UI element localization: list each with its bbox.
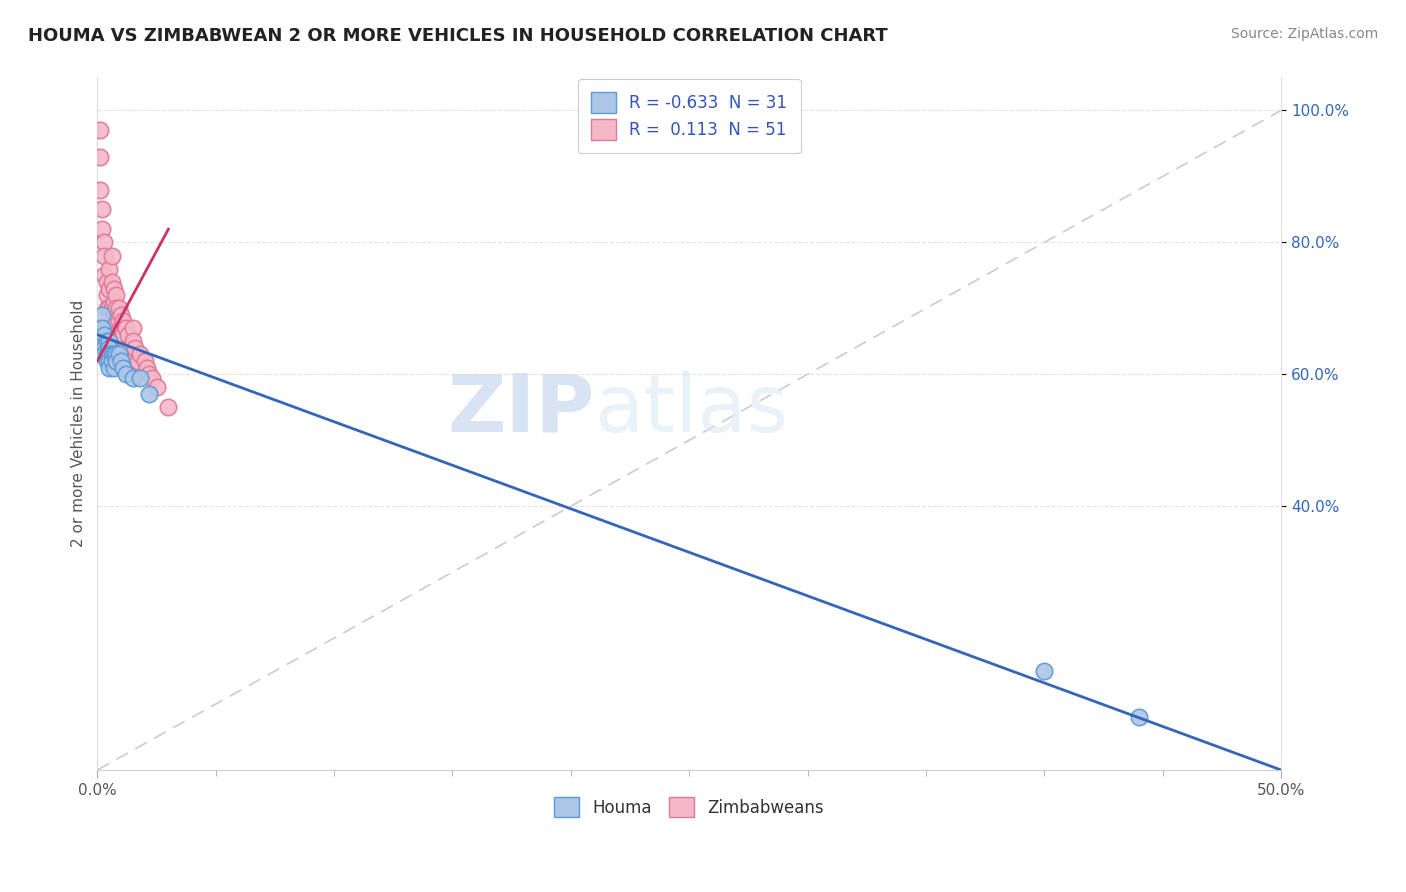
Point [114, 341, 136, 355]
Point [91, 334, 114, 349]
Point [107, 314, 129, 328]
Point [96, 275, 118, 289]
Text: Source: ZipAtlas.com: Source: ZipAtlas.com [1230, 27, 1378, 41]
Point [89, 150, 111, 164]
Point [114, 368, 136, 382]
Point [103, 308, 125, 322]
Point [1128, 710, 1150, 724]
Point [93, 248, 115, 262]
Point [100, 301, 122, 316]
Point [105, 354, 128, 368]
Point [93, 327, 115, 342]
Point [141, 370, 163, 384]
Point [112, 347, 135, 361]
Point [103, 321, 125, 335]
Point [105, 288, 128, 302]
Point [1033, 664, 1056, 678]
Point [89, 334, 111, 349]
Point [157, 401, 180, 415]
Point [145, 380, 167, 394]
Point [91, 308, 114, 322]
Point [98, 301, 121, 316]
Point [127, 354, 149, 368]
Point [112, 327, 135, 342]
Point [110, 334, 132, 349]
Point [89, 123, 111, 137]
Point [121, 370, 143, 384]
Point [103, 281, 125, 295]
Point [96, 334, 118, 349]
Point [124, 341, 146, 355]
Point [89, 183, 111, 197]
Point [121, 354, 143, 368]
Point [103, 360, 125, 375]
Point [105, 327, 128, 342]
Point [107, 347, 129, 361]
Y-axis label: 2 or more Vehicles in Household: 2 or more Vehicles in Household [72, 300, 86, 548]
Point [98, 347, 121, 361]
Point [93, 347, 115, 361]
Point [98, 354, 121, 368]
Point [98, 281, 121, 295]
Point [103, 347, 125, 361]
Point [100, 275, 122, 289]
Point [134, 354, 156, 368]
Point [96, 301, 118, 316]
Point [107, 327, 129, 342]
Point [91, 202, 114, 217]
Point [138, 368, 160, 382]
Point [129, 370, 152, 384]
Point [121, 334, 143, 349]
Point [117, 327, 139, 342]
Point [105, 347, 128, 361]
Point [98, 334, 121, 349]
Point [96, 288, 118, 302]
Point [110, 321, 132, 335]
Point [120, 341, 142, 355]
Point [89, 321, 111, 335]
Point [100, 347, 122, 361]
Point [98, 261, 121, 276]
Point [93, 268, 115, 283]
Point [138, 387, 160, 401]
Point [107, 301, 129, 316]
Point [93, 341, 115, 355]
Point [100, 354, 122, 368]
Point [136, 360, 159, 375]
Point [121, 321, 143, 335]
Point [96, 347, 118, 361]
Point [91, 222, 114, 236]
Point [114, 321, 136, 335]
Point [100, 248, 122, 262]
Point [96, 354, 118, 368]
Legend: Houma, Zimbabweans: Houma, Zimbabweans [548, 790, 831, 824]
Point [103, 294, 125, 309]
Point [98, 360, 121, 375]
Point [91, 321, 114, 335]
Point [105, 314, 128, 328]
Text: ZIP: ZIP [447, 371, 595, 449]
Text: atlas: atlas [595, 371, 789, 449]
Point [112, 314, 135, 328]
Point [105, 301, 128, 316]
Point [98, 341, 121, 355]
Text: HOUMA VS ZIMBABWEAN 2 OR MORE VEHICLES IN HOUSEHOLD CORRELATION CHART: HOUMA VS ZIMBABWEAN 2 OR MORE VEHICLES I… [28, 27, 887, 45]
Point [93, 235, 115, 250]
Point [112, 360, 135, 375]
Point [129, 347, 152, 361]
Point [117, 347, 139, 361]
Point [110, 308, 132, 322]
Point [110, 354, 132, 368]
